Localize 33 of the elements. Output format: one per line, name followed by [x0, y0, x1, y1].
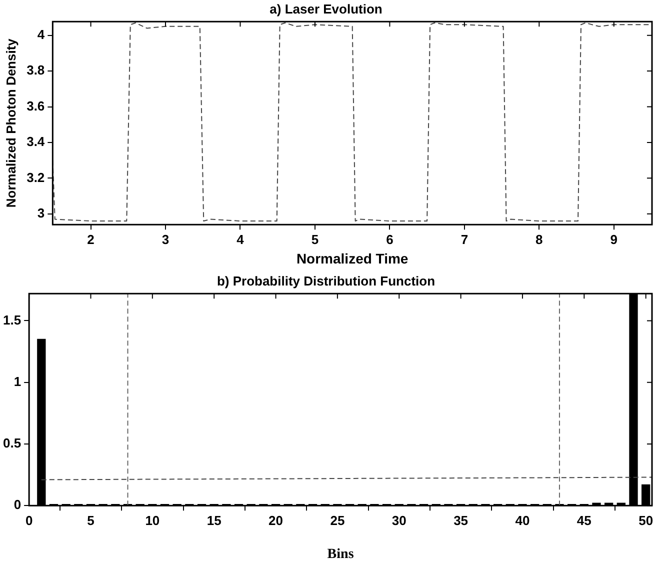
y-axis-title: Normalized Photon Density	[3, 38, 18, 208]
x-tick-label: 50	[638, 512, 654, 528]
x-axis-title: Bins	[327, 547, 354, 562]
chart-title: a) Laser Evolution	[270, 1, 382, 16]
x-tick-label: 2	[87, 232, 94, 247]
x-tick-label: 10	[145, 512, 160, 528]
x-tick-label: 35	[454, 512, 468, 528]
y-tick-label: 3.4	[26, 134, 46, 150]
x-tick-label: 7	[460, 232, 468, 247]
y-tick-label: 1.5	[2, 312, 22, 328]
y-tick-label: 3.8	[26, 62, 45, 78]
y-tick-label: 3	[37, 205, 45, 220]
x-tick-label: 25	[330, 512, 345, 528]
chart-title: b) Probability Distribution Function	[216, 273, 436, 288]
x-tick-label: 20	[268, 512, 284, 528]
x-tick-label: 30	[392, 512, 406, 528]
y-tick-label: 4	[37, 26, 46, 42]
y-tick-label: 3.2	[26, 170, 45, 185]
x-tick-label: 5	[311, 232, 319, 247]
x-tick-label: 45	[576, 512, 592, 528]
y-tick-label: 0	[14, 497, 22, 512]
x-tick-label: 9	[610, 232, 618, 247]
x-tick-label: 3	[162, 232, 170, 247]
x-tick-label: 15	[206, 512, 222, 528]
y-tick-label: 3.6	[26, 98, 45, 114]
x-tick-label: 40	[515, 512, 530, 528]
x-axis-title: Normalized Time	[296, 250, 408, 266]
y-tick-label: 1	[14, 374, 22, 389]
y-tick-label: 0.5	[2, 436, 22, 451]
x-tick-label: 8	[536, 232, 543, 247]
x-tick-label: 4	[236, 232, 245, 247]
x-tick-label: 6	[386, 232, 394, 247]
x-tick-label: 5	[87, 512, 94, 528]
